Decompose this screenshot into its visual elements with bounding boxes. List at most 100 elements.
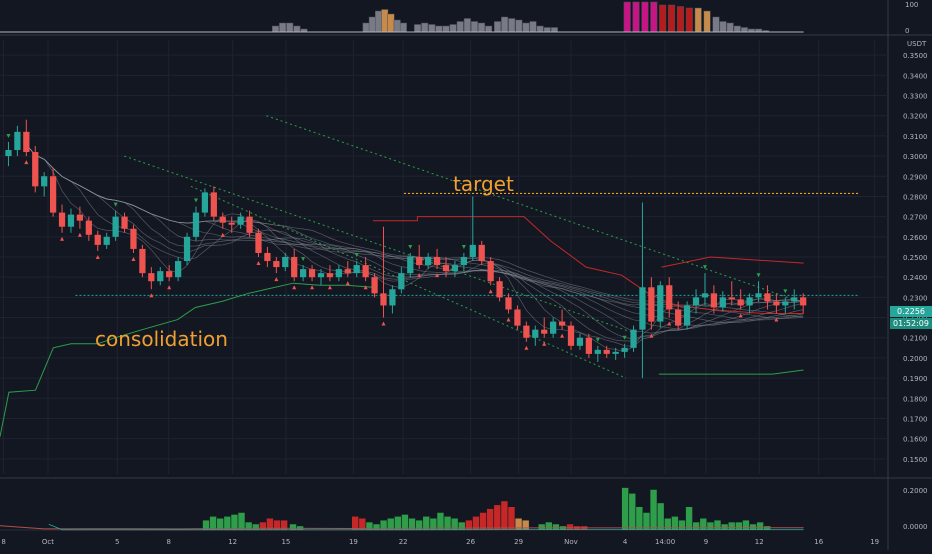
candle-body — [380, 293, 387, 306]
x-tick-label: 29 — [514, 538, 523, 546]
candle-body — [719, 297, 726, 308]
top-panel-bar — [641, 1, 649, 33]
candle-body — [32, 152, 39, 187]
candle-body — [121, 216, 128, 229]
candle-body — [103, 236, 110, 245]
top-panel-bar — [740, 27, 748, 33]
top-panel-bar — [659, 4, 667, 33]
candle-body — [58, 212, 66, 227]
bottom-signal-line — [0, 525, 804, 530]
sell-marker — [345, 281, 350, 286]
y-tick-label: 0.2300 — [903, 294, 928, 302]
volume-bar — [444, 516, 451, 530]
sell-marker — [542, 341, 547, 346]
sell-marker — [131, 256, 136, 261]
y-tick-label: 0.3300 — [903, 93, 928, 101]
top-panel-tick: 0 — [905, 27, 909, 35]
top-panel-bar — [272, 25, 280, 33]
ma-ribbon-line — [26, 144, 804, 342]
volume-bar — [238, 512, 245, 530]
volume-bar — [678, 520, 686, 530]
volume-bar — [707, 522, 714, 530]
candle-body — [523, 325, 530, 338]
x-tick-label: 15 — [281, 538, 290, 546]
trend-channel-line — [190, 185, 627, 379]
volume-bar — [259, 522, 267, 530]
candle-body — [639, 287, 646, 330]
candle-body — [505, 297, 512, 310]
volume-bar — [522, 520, 529, 530]
volume-bar — [508, 507, 515, 530]
y-tick-label: 0.1900 — [903, 375, 928, 383]
x-tick-label: 22 — [399, 538, 408, 546]
top-panel-bar — [719, 21, 727, 33]
candle-body — [67, 214, 75, 227]
volume-bar — [566, 524, 574, 530]
candle-body — [773, 301, 780, 306]
volume-bar — [458, 522, 465, 530]
sell-marker — [95, 254, 100, 259]
sell-marker — [60, 236, 65, 241]
candle-body — [648, 287, 655, 322]
volume-bar — [252, 524, 259, 530]
volume-bar — [451, 518, 458, 530]
volume-bar — [643, 512, 650, 530]
candle-body — [371, 277, 378, 294]
candle-body — [112, 216, 119, 237]
x-tick-label: 4 — [623, 538, 628, 546]
candle-body — [76, 214, 84, 221]
candle-body — [541, 329, 548, 334]
sell-marker — [417, 273, 422, 278]
buy-marker — [193, 198, 198, 203]
top-panel-bar — [463, 18, 471, 33]
bottom-signal-line-2 — [48, 523, 804, 531]
candle-body — [157, 271, 164, 282]
candle-body — [353, 265, 360, 274]
candle-body — [701, 293, 709, 298]
top-panel-bar — [399, 22, 407, 33]
y-tick-label: 0.2700 — [903, 214, 928, 222]
volume-bar — [437, 512, 444, 530]
candle-body — [550, 321, 557, 334]
volume-bar — [359, 518, 366, 530]
candle-body — [782, 301, 789, 306]
candle-body — [746, 297, 753, 306]
top-panel-bar — [428, 24, 436, 33]
candle-body — [451, 265, 459, 272]
candle-body — [496, 281, 503, 298]
top-panel-bar — [508, 18, 516, 33]
candle-body — [728, 297, 735, 300]
top-panel-bar — [387, 13, 395, 33]
candle-body — [567, 325, 575, 346]
volume-bar — [756, 522, 764, 530]
volume-bar — [266, 518, 274, 530]
candle-body — [148, 273, 155, 282]
volume-bar — [749, 524, 757, 530]
x-tick-label: 16 — [814, 538, 823, 546]
x-tick-label: 12 — [755, 538, 764, 546]
candle-body — [657, 285, 664, 322]
sell-marker — [274, 277, 279, 282]
x-tick-label: 19 — [870, 538, 879, 546]
volume-bar — [479, 512, 487, 530]
trend-channel-line — [266, 115, 800, 302]
x-tick-label: 8 — [1, 538, 5, 546]
top-panel-bar — [494, 21, 502, 33]
top-panel-bar — [685, 7, 693, 33]
candle-body — [800, 297, 807, 306]
candle-body — [594, 349, 601, 354]
candle-body — [398, 273, 405, 290]
ma-ribbon-line — [26, 144, 804, 352]
sell-marker — [524, 345, 529, 350]
top-panel-bar — [485, 25, 493, 33]
volume-bar — [387, 518, 394, 530]
volume-bar — [430, 518, 437, 530]
trailing-stop-line-2 — [658, 369, 804, 375]
volume-bar — [423, 516, 430, 530]
top-panel-bar — [501, 16, 509, 33]
volume-bar — [373, 524, 380, 530]
candle-body — [666, 285, 673, 310]
y-tick-label: 0.2900 — [903, 173, 928, 181]
candle-body — [94, 234, 101, 245]
